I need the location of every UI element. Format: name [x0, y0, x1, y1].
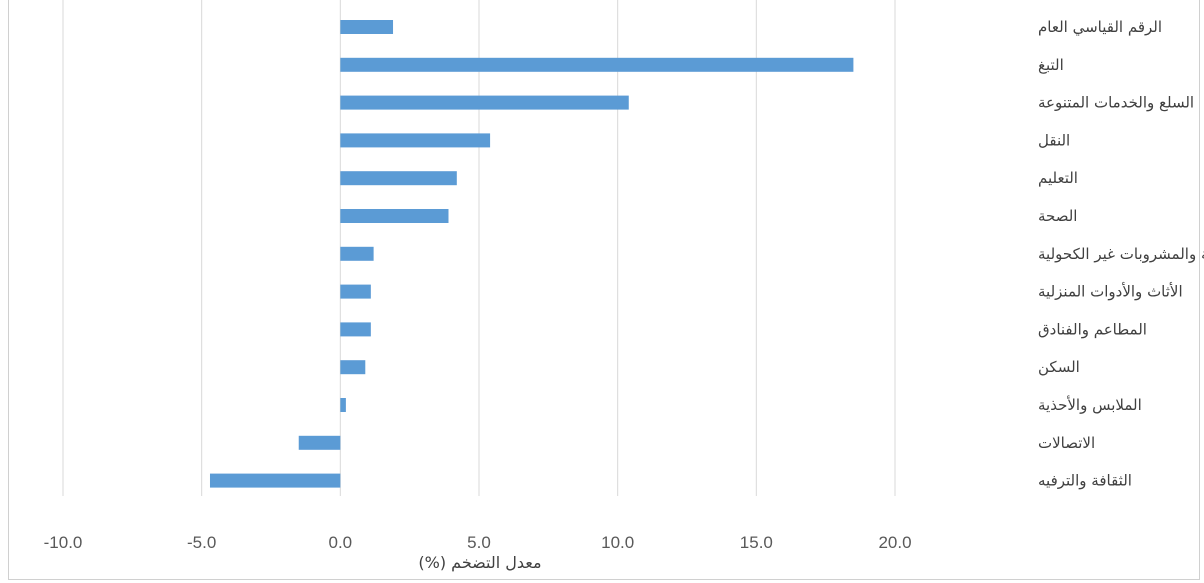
x-tick-label: 20.0 [878, 533, 911, 552]
category-label: السكن [1038, 358, 1080, 376]
x-tick-label: 10.0 [601, 533, 634, 552]
category-label: السلع والخدمات المتنوعة [1038, 94, 1194, 112]
category-label: الاتصالات [1038, 434, 1095, 452]
bar [340, 133, 491, 148]
category-label: الملابس والأحذية [1038, 395, 1142, 414]
bar [298, 435, 341, 450]
x-tick-label: 0.0 [329, 533, 353, 552]
grid-lines [62, 0, 896, 496]
category-label: الأثاث والأدوات المنزلية [1038, 282, 1183, 301]
category-label: النقل [1038, 131, 1070, 149]
x-axis-tick-labels: -10.0 -5.0 0.0 5.0 10.0 15.0 20.0 [44, 533, 912, 552]
bar [340, 95, 629, 110]
bars [209, 20, 854, 488]
bar [340, 360, 366, 375]
bar [340, 246, 374, 261]
category-label: المطاعم والفنادق [1038, 320, 1147, 338]
category-label: الثقافة والترفيه [1038, 472, 1132, 490]
bar [340, 209, 449, 223]
x-axis-title: معدل التضخم (%) [418, 553, 541, 572]
bar [340, 398, 346, 412]
x-tick-label: -10.0 [44, 533, 83, 552]
category-label: التعليم [1038, 169, 1078, 187]
chart-frame [8, 0, 1200, 580]
bar [340, 57, 854, 72]
category-label: التبغ [1038, 56, 1064, 74]
category-label: الصحة [1038, 207, 1077, 225]
x-tick-label: 15.0 [740, 533, 773, 552]
category-label: الأغذية والمشروبات غير الكحولية [1038, 244, 1204, 263]
x-tick-label: 5.0 [467, 533, 491, 552]
bar [340, 322, 371, 337]
bar [340, 171, 457, 186]
category-label: الرقم القياسي العام [1038, 18, 1162, 37]
bar [209, 473, 341, 488]
category-labels: الرقم القياسي العام التبغ السلع والخدمات ا… [1038, 18, 1204, 490]
x-tick-label: -5.0 [187, 533, 216, 552]
bar [340, 284, 371, 299]
bar [340, 20, 394, 34]
